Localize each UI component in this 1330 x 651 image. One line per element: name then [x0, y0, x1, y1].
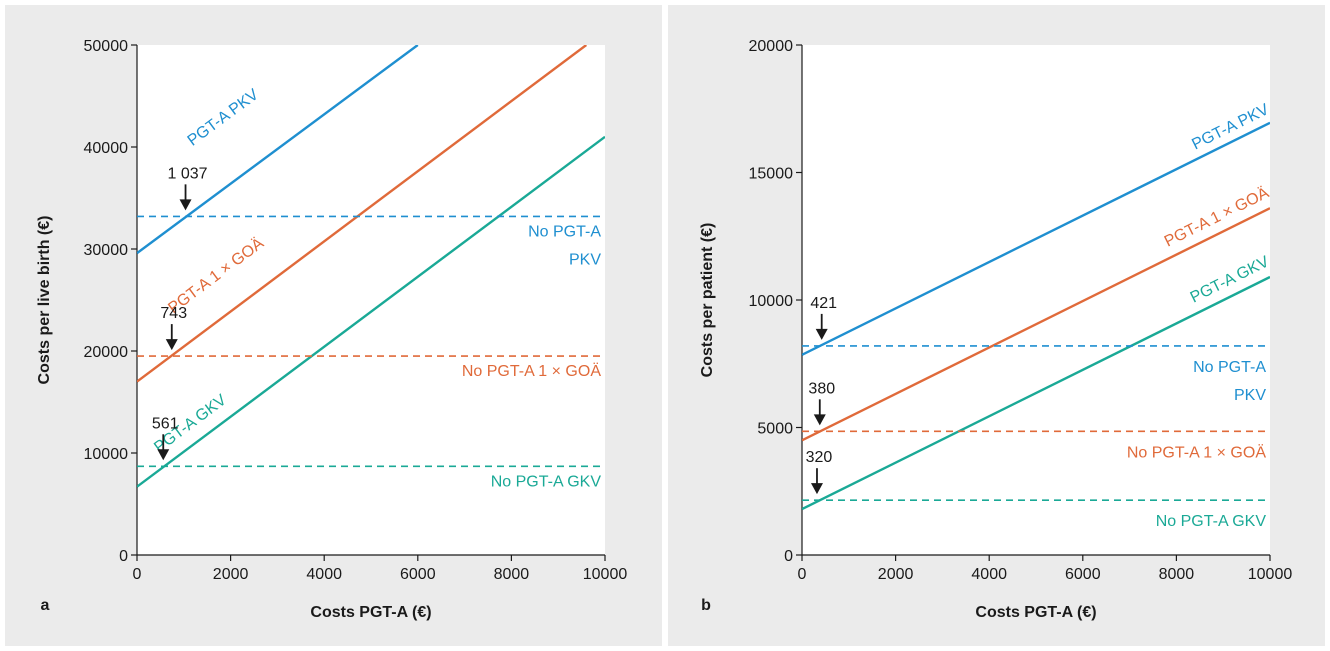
- chart-a-plot-area: [137, 45, 605, 555]
- chart-a-annotation-label: 743: [160, 305, 187, 322]
- chart-b-y-tick-label: 10000: [749, 293, 794, 310]
- chart-b-y-tick-label: 5000: [757, 421, 793, 438]
- chart-b-series-label-no-pgt-a-gkv: No PGT-A GKV: [1156, 513, 1267, 530]
- chart-b-y-tick-label: 20000: [749, 38, 794, 55]
- chart-a-annotation-arrow-head: [157, 449, 170, 461]
- chart-a-y-tick-label: 50000: [84, 38, 129, 55]
- chart-b-x-tick-label: 0: [798, 566, 807, 583]
- chart-a-series-group: [137, 45, 605, 488]
- chart-a-annotation-arrow-head: [179, 199, 192, 211]
- chart-b-x-tick-label: 10000: [1248, 566, 1293, 583]
- chart-b-x-tick-label: 8000: [1159, 566, 1195, 583]
- chart-a-x-tick-label: 10000: [583, 566, 628, 583]
- chart-b-series-line-pgt-a-pkv: [802, 121, 1270, 356]
- chart-b-annotation-label: 380: [808, 380, 835, 397]
- chart-a-y-tick-label: 30000: [84, 242, 129, 259]
- chart-b-series-group: [802, 121, 1270, 511]
- chart-a-series-label-no-pgt-a-pkv-line-1: No PGT-A: [528, 223, 601, 240]
- chart-b-annotation-arrow-head: [815, 328, 828, 340]
- chart-b-y-tick-label: 0: [784, 548, 793, 565]
- chart-panel-b: 0 2000 4000 6000 8000 10000 0 5000 10000 15000 200…: [668, 5, 1325, 646]
- chart-b-series-line-pgt-a-1-go: [802, 207, 1270, 442]
- chart-a-x-tick-label: 4000: [306, 566, 342, 583]
- chart-b-series-label-no-pgt-a-1-go: No PGT-A 1 × GOÄ: [1127, 443, 1266, 461]
- chart-a-annotation-arrow-head: [165, 339, 178, 351]
- chart-a-y-tick-label: 20000: [84, 344, 129, 361]
- chart-a-x-axis-title: Costs PGT-A (€): [310, 604, 431, 621]
- chart-b-annotation-label: 421: [810, 295, 837, 312]
- chart-b-series-line-pgt-a-gkv: [802, 275, 1270, 511]
- chart-a-x-tick-label: 6000: [400, 566, 436, 583]
- chart-b-y-axis-title: Costs per patient (€): [699, 223, 716, 378]
- chart-b-annotation-arrow-head: [813, 414, 826, 426]
- chart-b-annotation-arrow-head: [810, 483, 823, 495]
- chart-a-y-axis-title: Costs per live birth (€): [36, 216, 53, 385]
- chart-b-series-label-no-pgt-a-pkv-line-1: No PGT-A: [1193, 359, 1266, 376]
- chart-a-x-tick-label: 8000: [494, 566, 530, 583]
- chart-a-x-tick-label: 2000: [213, 566, 249, 583]
- chart-a-annotation-label: 561: [152, 415, 179, 432]
- chart-b-y-tick-label: 15000: [749, 166, 794, 183]
- chart-b-x-tick-label: 6000: [1065, 566, 1101, 583]
- chart-b-x-tick-label: 4000: [971, 566, 1007, 583]
- chart-a-svg: 0 2000 4000 6000 8000 10000 0 10000 20000 30000 40…: [36, 38, 628, 621]
- chart-a-series-label-no-pgt-a-1-go: No PGT-A 1 × GOÄ: [462, 362, 601, 380]
- chart-a-series-label-no-pgt-a-gkv: No PGT-A GKV: [491, 473, 602, 490]
- chart-a-annotation-label: 1 037: [168, 165, 208, 182]
- chart-b-svg: 0 2000 4000 6000 8000 10000 0 5000 10000 15000 200…: [699, 38, 1293, 621]
- chart-b-series-label-no-pgt-a-pkv-line-2: PKV: [1234, 387, 1266, 404]
- chart-a-y-tick-label: 0: [119, 548, 128, 565]
- chart-a-panel-letter: a: [41, 597, 50, 614]
- chart-a-series-label-no-pgt-a-pkv-line-2: PKV: [569, 251, 601, 268]
- chart-a-series-line-pgt-a-1-go: [137, 45, 588, 383]
- chart-b-x-tick-label: 2000: [878, 566, 914, 583]
- chart-a-x-tick-label: 0: [133, 566, 142, 583]
- chart-a-series-line-pgt-a-pkv: [137, 45, 419, 255]
- chart-a-y-tick-label: 40000: [84, 140, 129, 157]
- chart-a-y-tick-label: 10000: [84, 446, 129, 463]
- chart-b-x-axis-title: Costs PGT-A (€): [975, 604, 1096, 621]
- chart-a-series-line-pgt-a-gkv: [137, 135, 605, 488]
- chart-panel-a: 0 2000 4000 6000 8000 10000 0 10000 20000 30000 40…: [5, 5, 662, 646]
- chart-b-panel-letter: b: [701, 597, 711, 614]
- chart-b-annotation-label: 320: [806, 449, 833, 466]
